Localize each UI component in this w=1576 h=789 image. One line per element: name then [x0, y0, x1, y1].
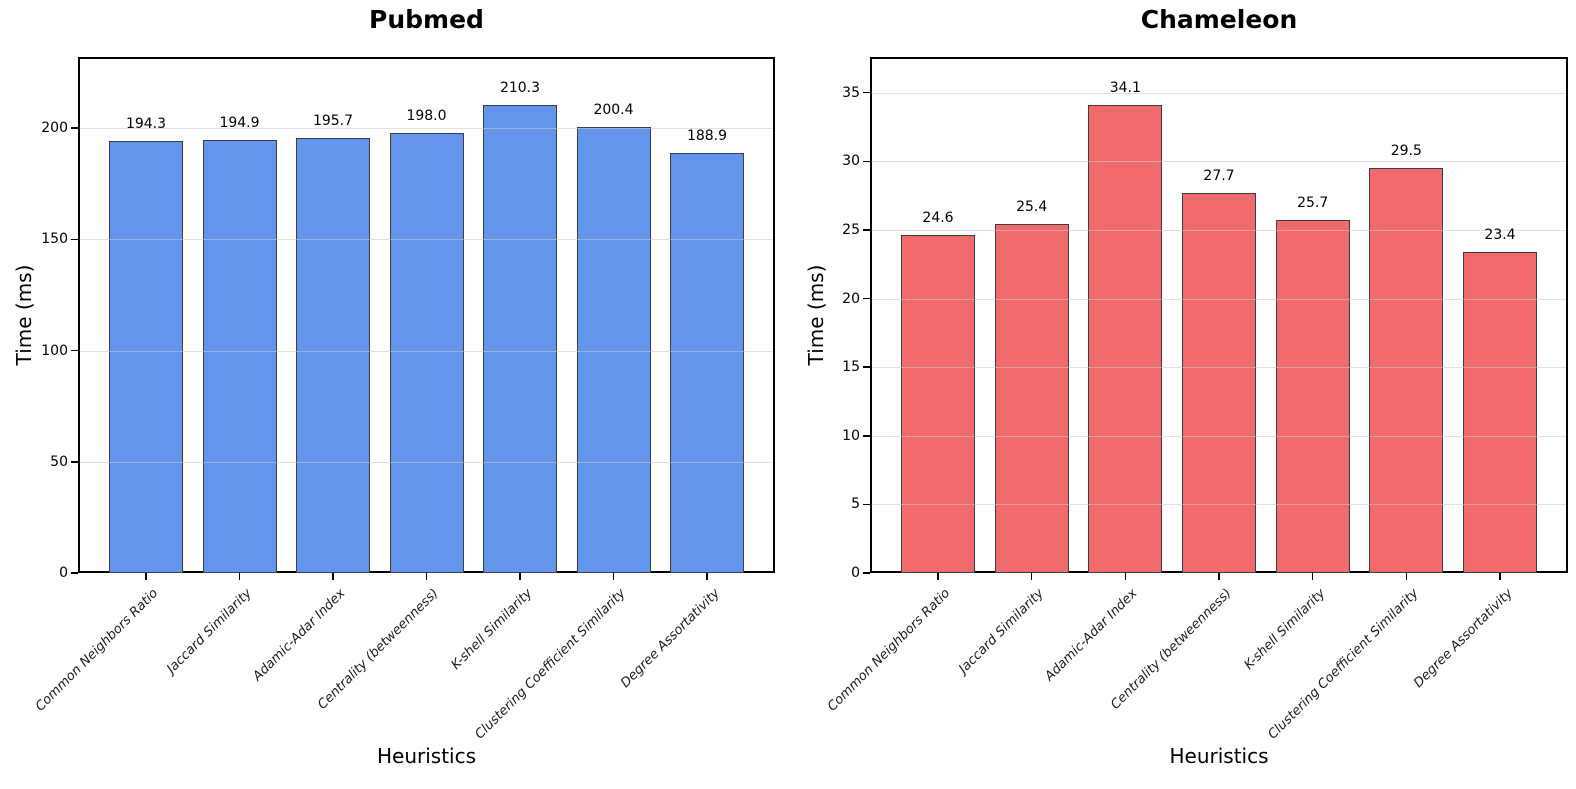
- bar-value-label: 34.1: [1109, 80, 1141, 97]
- y-tick-label: 0: [851, 565, 860, 581]
- y-tick-label: 100: [41, 342, 68, 359]
- bar-1: [901, 235, 975, 573]
- gridline: [80, 461, 773, 463]
- bar-value-label: 25.7: [1297, 195, 1329, 212]
- x-axis-label: Heuristics: [376, 744, 477, 768]
- bar-4: [1182, 192, 1256, 573]
- y-tick-mark: [863, 160, 870, 163]
- gridline: [872, 92, 1566, 94]
- bar-4: [389, 132, 464, 573]
- gridline: [80, 239, 773, 241]
- bar-value-label: 27.7: [1203, 167, 1235, 184]
- y-axis-label: Time (ms): [804, 264, 828, 366]
- y-tick-label: 30: [842, 153, 860, 170]
- bar-value-label: 210.3: [499, 80, 541, 97]
- x-axis-label: Heuristics: [1169, 744, 1269, 768]
- y-tick-mark: [71, 461, 78, 463]
- x-tick-label: Adamic-Adar Index: [1042, 586, 1141, 685]
- x-tick-mark: [519, 573, 521, 580]
- y-tick-label: 25: [842, 221, 860, 238]
- bar-5: [1275, 220, 1350, 573]
- gridline: [872, 504, 1566, 506]
- gridline: [872, 367, 1566, 369]
- gridline: [80, 128, 773, 130]
- chart-title: Pubmed: [369, 5, 484, 34]
- bar-value-label: 194.9: [219, 114, 260, 131]
- x-tick-label: Clustering Coefficient Similarity: [472, 586, 630, 743]
- x-tick-mark: [1218, 573, 1220, 580]
- x-tick-label: Degree Assortativity: [617, 586, 723, 691]
- gridline: [80, 350, 773, 352]
- bar-value-label: 29.5: [1390, 143, 1422, 160]
- x-tick-label: Clustering Coefficient Similarity: [1265, 586, 1422, 743]
- x-tick-mark: [1030, 573, 1033, 580]
- bar-1: [109, 140, 183, 573]
- y-tick-mark: [863, 229, 870, 231]
- y-tick-mark: [71, 349, 78, 352]
- y-tick-mark: [863, 91, 870, 94]
- x-tick-mark: [706, 573, 708, 580]
- bar-value-label: 195.7: [312, 112, 354, 129]
- x-tick-mark: [1124, 573, 1127, 580]
- bar-7: [670, 152, 744, 573]
- bar-5: [483, 105, 557, 573]
- y-tick-mark: [71, 127, 78, 129]
- bar-value-label: 194.3: [125, 115, 167, 132]
- y-tick-mark: [863, 572, 870, 574]
- chart-title: Chameleon: [1140, 5, 1298, 34]
- bar-3: [1088, 105, 1163, 573]
- y-tick-label: 200: [41, 120, 68, 137]
- bar-value-label: 25.4: [1016, 199, 1048, 216]
- x-tick-mark: [1311, 573, 1314, 580]
- bar-6: [1369, 168, 1444, 573]
- x-tick-label: Common Neighbors Ratio: [825, 586, 954, 715]
- x-tick-mark: [238, 573, 241, 580]
- x-tick-mark: [612, 573, 615, 580]
- y-tick-mark: [71, 238, 78, 241]
- gridline: [872, 161, 1566, 163]
- y-tick-mark: [863, 435, 870, 437]
- x-tick-mark: [425, 573, 428, 580]
- bar-2: [202, 139, 277, 573]
- y-tick-label: 50: [50, 453, 68, 470]
- gridline: [872, 435, 1566, 437]
- x-tick-label: Common Neighbors Ratio: [33, 586, 162, 715]
- bar-6: [576, 127, 651, 573]
- bar-7: [1463, 251, 1537, 573]
- x-tick-mark: [1405, 573, 1408, 580]
- y-tick-mark: [71, 572, 78, 574]
- y-tick-label: 15: [842, 359, 860, 376]
- y-tick-label: 20: [842, 290, 860, 307]
- y-tick-mark: [863, 503, 870, 506]
- x-tick-mark: [332, 573, 334, 580]
- gridline: [872, 229, 1566, 231]
- y-tick-mark: [863, 366, 870, 368]
- y-tick-mark: [863, 297, 870, 300]
- x-tick-label: K-shell Similarity: [1241, 586, 1329, 673]
- x-tick-label: Degree Assortativity: [1410, 586, 1516, 691]
- x-tick-mark: [937, 573, 939, 580]
- y-tick-label: 150: [41, 231, 68, 248]
- bar-value-label: 198.0: [406, 107, 447, 124]
- gridline: [872, 298, 1566, 300]
- bar-value-label: 200.4: [593, 102, 634, 119]
- x-tick-label: Jaccard Similarity: [164, 586, 256, 677]
- y-tick-label: 5: [851, 496, 860, 513]
- bar-value-label: 23.4: [1484, 226, 1516, 243]
- bar-value-label: 24.6: [922, 210, 954, 227]
- y-tick-label: 10: [842, 427, 860, 444]
- x-tick-label: K-shell Similarity: [448, 586, 536, 673]
- x-tick-label: Jaccard Similarity: [956, 586, 1048, 677]
- x-tick-mark: [145, 573, 147, 580]
- y-tick-label: 0: [59, 565, 68, 581]
- x-tick-mark: [1499, 573, 1501, 580]
- bar-3: [296, 137, 370, 573]
- bar-2: [994, 224, 1069, 573]
- x-tick-label: Adamic-Adar Index: [250, 586, 349, 685]
- bar-value-label: 188.9: [686, 127, 728, 144]
- y-tick-label: 35: [842, 84, 860, 101]
